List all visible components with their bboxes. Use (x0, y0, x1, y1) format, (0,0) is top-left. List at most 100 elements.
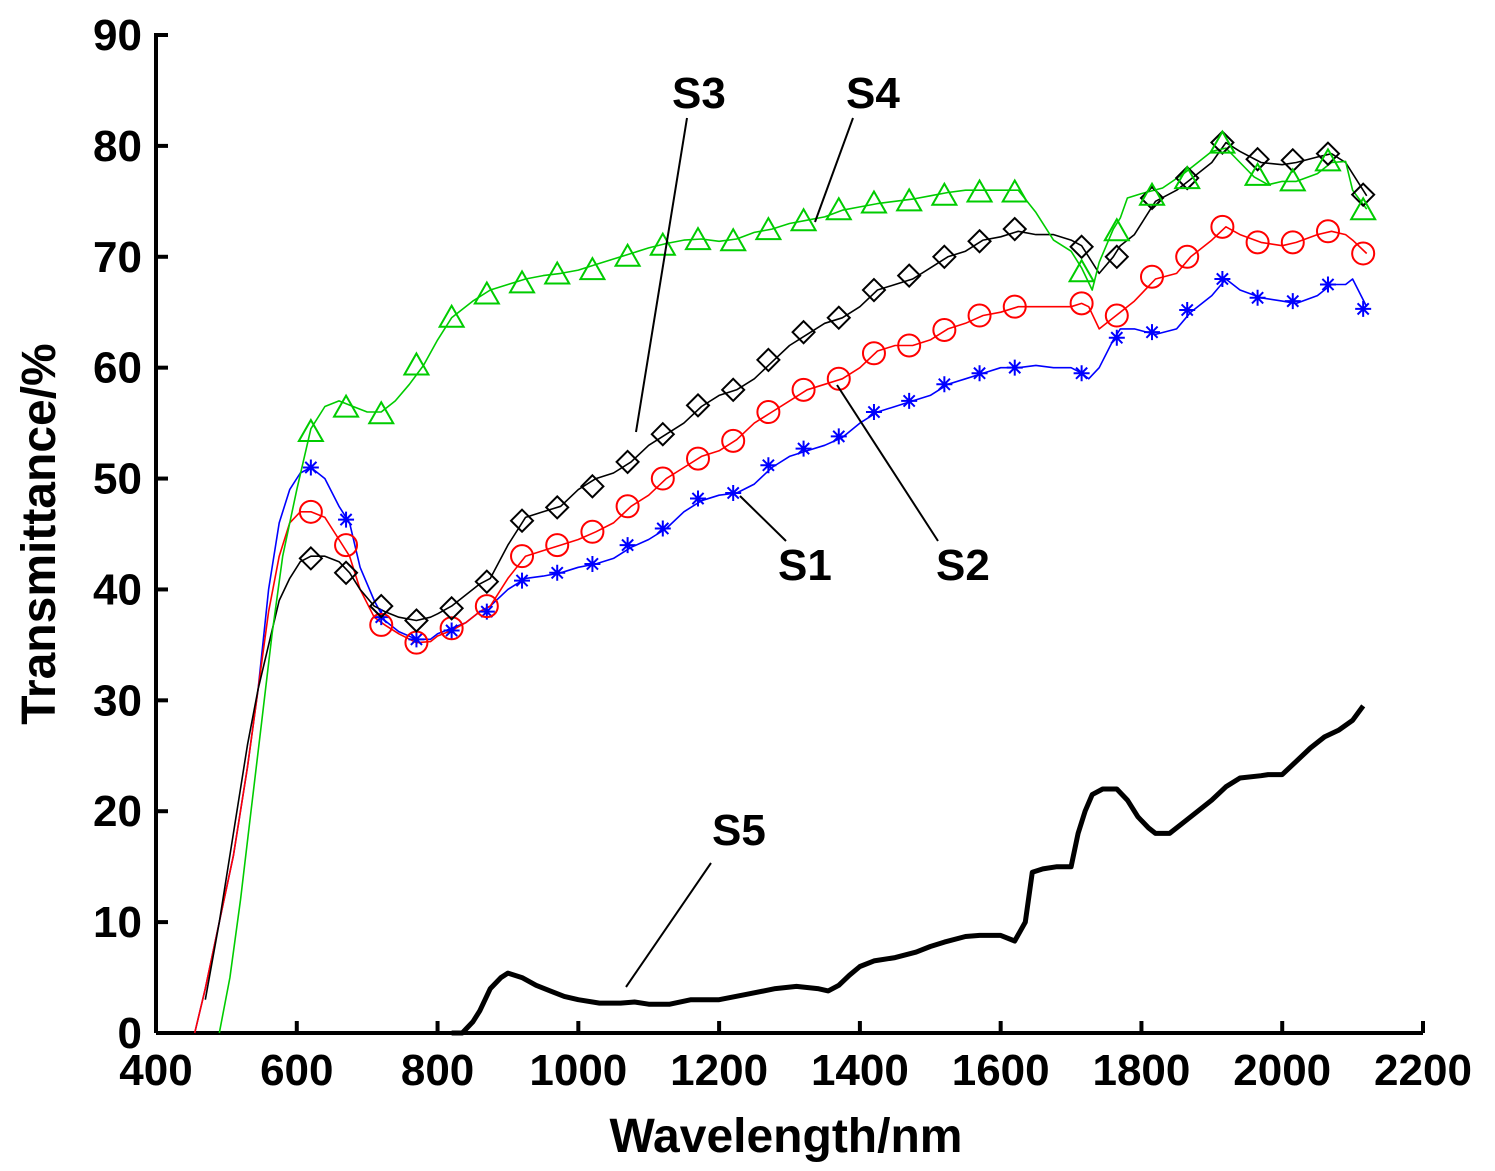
marker-s2 (474, 594, 499, 619)
marker-s4 (719, 227, 747, 252)
marker-s1 (971, 365, 988, 382)
x-tick-label: 2000 (1233, 1046, 1331, 1095)
marker-s4 (930, 181, 959, 206)
marker-s2 (1210, 214, 1235, 239)
marker-s4 (332, 393, 360, 418)
marker-s3 (544, 494, 570, 520)
series-label-s4: S4 (846, 69, 900, 118)
marker-s2 (861, 341, 886, 366)
marker-s2 (1351, 241, 1376, 266)
marker-s4 (367, 400, 395, 425)
series-label-s3: S3 (672, 69, 726, 118)
marker-s4 (649, 231, 677, 256)
y-tick-label: 80 (93, 122, 142, 171)
marker-s2 (369, 612, 394, 637)
marker-s1 (1144, 324, 1160, 341)
x-tick-label: 600 (260, 1046, 333, 1095)
marker-s3 (298, 545, 324, 571)
marker-s1 (1284, 293, 1301, 310)
x-tick-label: 1000 (529, 1046, 627, 1095)
marker-s4 (613, 242, 642, 267)
marker-s2 (1140, 264, 1165, 289)
marker-s2 (615, 494, 640, 519)
leader-line-s3 (635, 117, 688, 433)
marker-s3 (967, 228, 992, 254)
marker-s4 (1243, 161, 1272, 186)
marker-s1 (478, 603, 495, 620)
marker-s3 (439, 595, 465, 621)
chart-annotations: S3 S4 S1 S2 S5 (625, 69, 990, 988)
marker-s2 (1175, 244, 1200, 269)
series-line-s1 (193, 278, 1368, 1034)
marker-s4 (578, 256, 607, 281)
chart-markers (297, 129, 1377, 655)
marker-s1 (584, 555, 601, 572)
marker-s3 (509, 508, 535, 534)
leader-line-s2 (836, 384, 939, 542)
marker-s1 (901, 392, 918, 409)
marker-s3 (333, 560, 359, 586)
marker-s3 (474, 569, 500, 595)
marker-s3 (896, 263, 922, 289)
x-tick-label: 800 (401, 1046, 474, 1095)
marker-s1 (549, 564, 566, 581)
y-tick-label: 30 (93, 676, 142, 725)
marker-s1 (443, 622, 460, 639)
series-line-s4 (218, 147, 1368, 1034)
marker-s2 (721, 428, 746, 453)
marker-s3 (404, 608, 429, 633)
marker-s2 (545, 533, 570, 558)
marker-s4 (965, 178, 994, 203)
marker-s4 (1314, 147, 1342, 172)
marker-s2 (298, 499, 323, 524)
marker-s1 (689, 490, 706, 507)
marker-s3 (931, 244, 957, 270)
x-tick-label: 1600 (952, 1046, 1050, 1095)
marker-s4 (1103, 217, 1131, 242)
marker-s1 (760, 457, 777, 474)
marker-s4 (473, 280, 501, 305)
marker-s3 (685, 392, 711, 418)
leader-line-s4 (814, 117, 854, 223)
marker-s1 (1249, 289, 1266, 306)
y-axis-title: Transmittance/% (13, 343, 66, 724)
marker-s1 (1214, 270, 1231, 287)
marker-s2 (1002, 294, 1027, 319)
marker-s4 (1279, 167, 1307, 192)
series-label-s5: S5 (712, 806, 766, 855)
marker-s4 (1173, 165, 1201, 190)
marker-s3 (1350, 182, 1376, 208)
marker-s4 (1208, 129, 1237, 154)
marker-s3 (615, 449, 641, 475)
series-label-s2: S2 (936, 541, 990, 590)
marker-s2 (1104, 303, 1129, 328)
y-tick-label: 60 (93, 344, 142, 393)
marker-s4 (297, 417, 325, 442)
marker-s4 (825, 196, 853, 221)
marker-s3 (755, 347, 781, 373)
marker-s2 (1280, 230, 1305, 255)
marker-s2 (967, 303, 992, 328)
marker-s2 (1245, 230, 1270, 255)
marker-s4 (684, 226, 712, 251)
marker-s2 (932, 317, 957, 342)
marker-s1 (830, 428, 847, 445)
marker-s4 (437, 303, 466, 328)
marker-s1 (302, 459, 319, 476)
marker-s1 (1179, 302, 1196, 319)
marker-s3 (368, 593, 394, 619)
marker-s2 (334, 533, 359, 558)
marker-s2 (439, 616, 464, 641)
marker-s3 (1315, 141, 1341, 167)
y-tick-label: 40 (93, 565, 142, 614)
x-tick-label: 1400 (811, 1046, 909, 1095)
marker-s3 (1002, 216, 1028, 242)
marker-s1 (865, 404, 882, 421)
marker-s1 (408, 631, 425, 648)
marker-s1 (514, 572, 531, 589)
y-tick-label: 90 (93, 11, 142, 60)
x-tick-label: 400 (119, 1046, 192, 1095)
marker-s4 (1001, 178, 1029, 203)
y-tick-label: 10 (93, 898, 142, 947)
marker-s2 (685, 446, 710, 471)
